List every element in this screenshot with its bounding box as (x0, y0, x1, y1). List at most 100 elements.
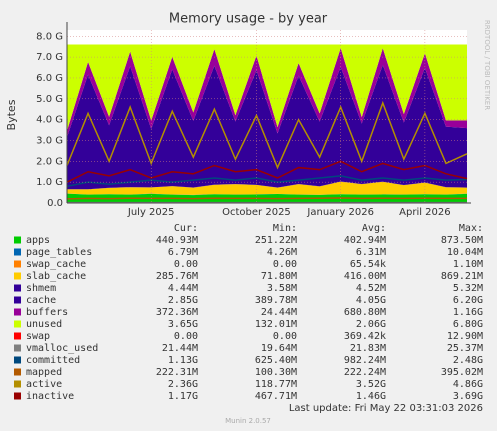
legend-stat: 1.46G (356, 391, 386, 402)
legend-stat: 3.65G (168, 319, 198, 330)
legend-stat: 3.58M (267, 283, 297, 294)
legend-stat: 21.44M (162, 343, 198, 354)
legend-label: mapped (26, 367, 62, 378)
legend-stat: 2.06G (356, 319, 386, 330)
y-tick-label: 2.0 G (36, 156, 63, 167)
legend-stat: 25.37M (447, 343, 483, 354)
legend-label: swap_cache (26, 259, 86, 270)
legend-stat: 389.78M (255, 295, 297, 306)
area (67, 64, 467, 190)
legend-stat: 369.42k (344, 331, 386, 342)
y-tick-label: 3.0 G (36, 135, 63, 146)
legend-stat: 6.20G (453, 295, 483, 306)
legend-label: unused (26, 319, 62, 330)
legend-stat: 1.17G (168, 391, 198, 402)
legend-stat: 4.52M (356, 283, 386, 294)
legend-swatch (14, 380, 21, 388)
area (67, 181, 467, 190)
legend-stat: 467.71M (255, 391, 297, 402)
legend-stat: 2.48G (453, 355, 483, 366)
y-tick-label: 1.0 G (36, 177, 63, 188)
line (66, 160, 468, 183)
legend-stat: 680.80M (344, 307, 386, 318)
legend-label: committed (26, 355, 80, 366)
legend-swatch (14, 272, 21, 280)
legend-stat: 4.86G (453, 379, 483, 390)
legend-label: apps (26, 235, 50, 246)
legend-stat: 4.05G (356, 295, 386, 306)
legend-stat: 395.02M (441, 367, 483, 378)
watermark: RRDTOOL / TOBI OETIKER (483, 20, 491, 110)
legend-stat: 71.80M (261, 271, 297, 282)
legend-label: shmem (26, 283, 56, 294)
legend-swatch (14, 356, 21, 364)
legend-stat: 0.00 (174, 331, 198, 342)
legend-stat: 1.16G (453, 307, 483, 318)
legend-stat: 118.77M (255, 379, 297, 390)
legend-stat: 0.00 (273, 331, 297, 342)
legend-label: buffers (26, 307, 68, 318)
legend-stat: 0.00 (174, 259, 198, 270)
y-tick-label: 0.0 (47, 198, 63, 209)
x-tick-label: October 2025 (222, 207, 291, 218)
line (66, 197, 467, 200)
x-tick-label: April 2026 (399, 207, 450, 218)
legend-stat: 873.50M (441, 235, 483, 246)
area (67, 181, 467, 195)
y-tick-label: 7.0 G (36, 52, 63, 63)
legend-swatch (14, 368, 21, 376)
x-tick-label: January 2026 (306, 207, 374, 218)
legend-swatch (14, 248, 21, 256)
legend-label: inactive (26, 391, 74, 402)
column-header: Min: (273, 223, 297, 234)
legend-swatch (14, 284, 21, 292)
legend-stat: 100.30M (255, 367, 297, 378)
legend-stat: 5.32M (453, 283, 483, 294)
line (66, 100, 468, 170)
legend-swatch (14, 260, 21, 268)
chart-title: Memory usage - by year (169, 12, 328, 27)
legend-stat: 24.44M (261, 307, 297, 318)
x-tick-label: July 2025 (127, 207, 175, 218)
legend-stat: 1.10M (453, 259, 483, 270)
legend-label: vmalloc_used (26, 343, 98, 354)
legend-stat: 3.69G (453, 391, 483, 402)
legend-stat: 65.54k (350, 259, 386, 270)
legend-stat: 625.40M (255, 355, 297, 366)
legend-stat: 402.94M (344, 235, 386, 246)
legend-label: page_tables (26, 247, 92, 258)
legend-swatch (14, 344, 21, 352)
legend-label: active (26, 379, 62, 390)
legend-stat: 6.80G (453, 319, 483, 330)
column-header: Avg: (362, 223, 386, 234)
area (67, 48, 467, 138)
legend-stat: 982.24M (344, 355, 386, 366)
y-tick-label: 5.0 G (36, 94, 63, 105)
column-header: Max: (459, 223, 483, 234)
legend-swatch (14, 392, 21, 400)
version: Munin 2.0.57 (225, 417, 271, 425)
legend-stat: 251.22M (255, 235, 297, 246)
legend-stat: 10.04M (447, 247, 483, 258)
legend-swatch (14, 236, 21, 244)
legend-stat: 285.76M (156, 271, 198, 282)
legend-stat: 2.36G (168, 379, 198, 390)
legend-stat: 440.93M (156, 235, 198, 246)
legend-stat: 6.79M (168, 247, 198, 258)
legend-swatch (14, 296, 21, 304)
legend-label: cache (26, 295, 56, 306)
area (67, 44, 467, 131)
legend-swatch (14, 308, 21, 316)
legend-label: swap (26, 331, 50, 342)
legend-stat: 0.00 (273, 259, 297, 270)
y-axis-label: Bytes (5, 99, 18, 130)
legend-stat: 372.36M (156, 307, 198, 318)
legend-swatch (14, 332, 21, 340)
legend-stat: 4.44M (168, 283, 198, 294)
legend-stat: 222.31M (156, 367, 198, 378)
legend-stat: 21.83M (350, 343, 386, 354)
legend-stat: 6.31M (356, 247, 386, 258)
line (66, 175, 468, 188)
column-header: Cur: (174, 223, 198, 234)
legend-stat: 4.26M (267, 247, 297, 258)
